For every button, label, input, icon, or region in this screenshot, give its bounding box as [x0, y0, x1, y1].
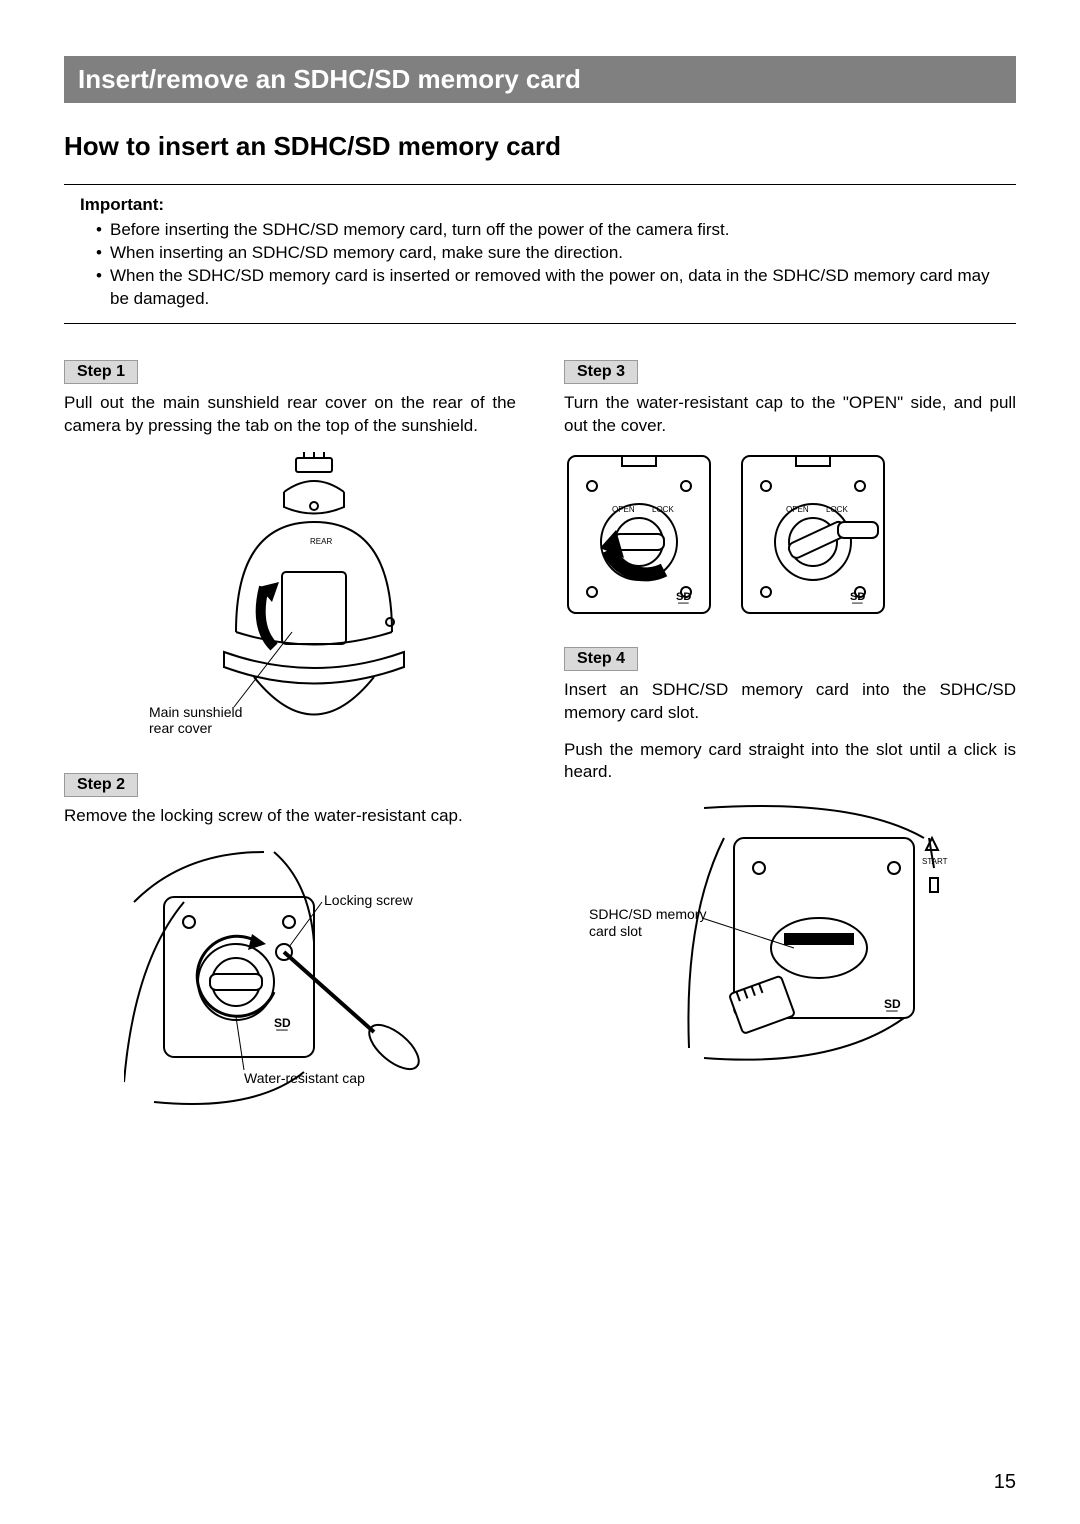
important-list: Before inserting the SDHC/SD memory card…: [68, 219, 1012, 311]
cap-closed-icon: OPEN LOCK S͟D: [564, 452, 714, 617]
step-1-text: Pull out the main sunshield rear cover o…: [64, 392, 516, 438]
important-item: Before inserting the SDHC/SD memory card…: [96, 219, 1012, 242]
figure-1-caption: Main sunshieldrear cover: [149, 704, 242, 738]
svg-text:OPEN: OPEN: [612, 505, 635, 514]
step-3-text: Turn the water-resistant cap to the "OPE…: [564, 392, 1016, 438]
page-number: 15: [994, 1471, 1016, 1494]
step-chip-1: Step 1: [64, 360, 138, 384]
svg-text:S͟D: S͟D: [274, 1016, 291, 1032]
figure-step1: REAR Main sunshieldrear cover: [164, 452, 464, 747]
important-item: When inserting an SDHC/SD memory card, m…: [96, 242, 1012, 265]
step-4-text-a: Insert an SDHC/SD memory card into the S…: [564, 679, 1016, 725]
step-chip-4: Step 4: [564, 647, 638, 671]
svg-text:LOCK: LOCK: [826, 505, 848, 514]
svg-text:LOCK: LOCK: [652, 505, 674, 514]
important-item: When the SDHC/SD memory card is inserted…: [96, 265, 1012, 311]
figure-4-caption: SDHC/SD memorycard slot: [589, 906, 706, 940]
svg-text:REAR: REAR: [310, 537, 332, 546]
title-bar: Insert/remove an SDHC/SD memory card: [64, 56, 1016, 103]
figure-2-caption-b: Water-resistant cap: [244, 1070, 365, 1087]
step-chip-2: Step 2: [64, 773, 138, 797]
section-heading: How to insert an SDHC/SD memory card: [64, 131, 1016, 162]
important-label: Important:: [80, 195, 1012, 215]
step-chip-3: Step 3: [564, 360, 638, 384]
figure-step3-row: OPEN LOCK S͟D OPE: [564, 452, 1016, 617]
two-column-layout: Step 1 Pull out the main sunshield rear …: [64, 360, 1016, 1148]
dome-camera-icon: REAR: [164, 452, 464, 747]
figure-step4: START S͟D SDHC/SD memorycard slot: [594, 798, 964, 1068]
right-column: Step 3 Turn the water-resistant cap to t…: [564, 360, 1016, 1148]
svg-text:OPEN: OPEN: [786, 505, 809, 514]
svg-text:S͟D: S͟D: [850, 591, 865, 604]
svg-text:START: START: [922, 857, 948, 866]
important-box: Important: Before inserting the SDHC/SD …: [64, 184, 1016, 324]
figure-2-caption-a: Locking screw: [324, 892, 413, 909]
step-4-text-b: Push the memory card straight into the s…: [564, 739, 1016, 785]
figure-step2: S͟D Locking screw Water-resistant cap: [124, 842, 474, 1122]
step-2-text: Remove the locking screw of the water-re…: [64, 805, 516, 828]
svg-text:S͟D: S͟D: [884, 997, 901, 1013]
cap-open-icon: OPEN LOCK S͟D: [738, 452, 888, 617]
left-column: Step 1 Pull out the main sunshield rear …: [64, 360, 516, 1148]
svg-text:S͟D: S͟D: [676, 591, 691, 604]
